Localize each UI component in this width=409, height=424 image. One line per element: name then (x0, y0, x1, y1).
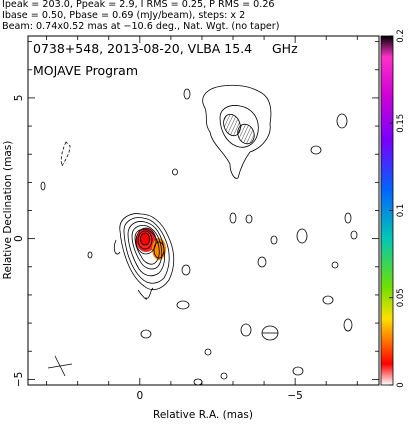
noise-contour (172, 168, 178, 176)
noise-contour (331, 261, 339, 269)
noise-contour (336, 113, 348, 129)
map-title: 0738+548, 2013-08-20, VLBA 15.4 (33, 41, 252, 56)
header-line-2: Ibase = 0.50, Pbase = 0.69 (mJy/beam), s… (2, 10, 246, 21)
noise-contour (344, 212, 352, 224)
header-line-3: Beam: 0.74x0.52 mas at −10.6 deg., Nat. … (2, 21, 280, 32)
negative-contour (60, 141, 71, 168)
y-tick-label: −5 (13, 372, 25, 387)
noise-contour (322, 295, 334, 305)
axes (28, 36, 379, 385)
noise-contour (176, 300, 190, 310)
noise-contour (310, 145, 322, 155)
colorbar-tick-label: 0 (396, 382, 406, 387)
x-axis-label: Relative R.A. (mas) (153, 409, 253, 421)
colorbar-ticks: 0 0.05 0.1 0.15 0.2 (389, 29, 406, 388)
y-tick-label: 5 (13, 95, 25, 102)
colorbar-tick-label: 0.15 (396, 114, 406, 133)
jet-knot-left (223, 113, 241, 137)
core-contour-4 (131, 225, 163, 270)
jet-contour-inner (219, 105, 259, 148)
core-contour-9 (153, 241, 165, 259)
noise-contour (183, 88, 191, 100)
x-tick-label: 0 (136, 390, 143, 402)
colorbar-tick-label: 0.2 (396, 29, 406, 43)
core-emission-red-inner (140, 233, 150, 245)
jet-knot-right (237, 123, 255, 145)
core-contour-2 (123, 217, 170, 284)
map-title-unit: GHz (272, 41, 298, 56)
y-tick-label: 0 (13, 235, 25, 242)
noise-contour (257, 256, 267, 268)
noise-contour (245, 214, 253, 224)
noise-contour (240, 323, 252, 337)
beam-minor-axis (47, 363, 73, 369)
colorbar-tick-label: 0.1 (396, 204, 406, 218)
contour-map (40, 84, 358, 385)
noise-contour (181, 264, 191, 276)
noise-contour (350, 230, 358, 240)
noise-contour (204, 348, 212, 356)
core-contour-3 (127, 221, 166, 277)
core-contour-outer-left (113, 239, 121, 255)
plot-frame (27, 35, 380, 386)
core-contour-8 (140, 232, 150, 246)
noise-contour (193, 378, 203, 385)
noise-contour (229, 212, 237, 224)
core-contour-7 (137, 230, 153, 250)
noise-contour (87, 251, 93, 259)
noise-contour (140, 329, 152, 339)
core-contour-outer-tail (137, 287, 154, 300)
noise-contour (296, 228, 308, 244)
map-subtitle: MOJAVE Program (33, 63, 138, 78)
noise-contour (343, 318, 353, 332)
x-tick-label: −5 (287, 390, 302, 402)
core-contour-1 (119, 213, 175, 291)
jet-contour-outer (202, 84, 272, 179)
core-contour-6 (135, 227, 157, 255)
colorbar-tick-label: 0.05 (396, 288, 406, 307)
noise-contour (220, 372, 228, 380)
noise-contour (292, 366, 304, 376)
noise-contour (270, 235, 278, 245)
header-line-1: Ipeak = 203.0, Ppeak = 2.9, I RMS = 0.25… (2, 0, 275, 10)
noise-contour (40, 181, 46, 191)
y-axis-label: Relative Declination (mas) (2, 141, 14, 280)
